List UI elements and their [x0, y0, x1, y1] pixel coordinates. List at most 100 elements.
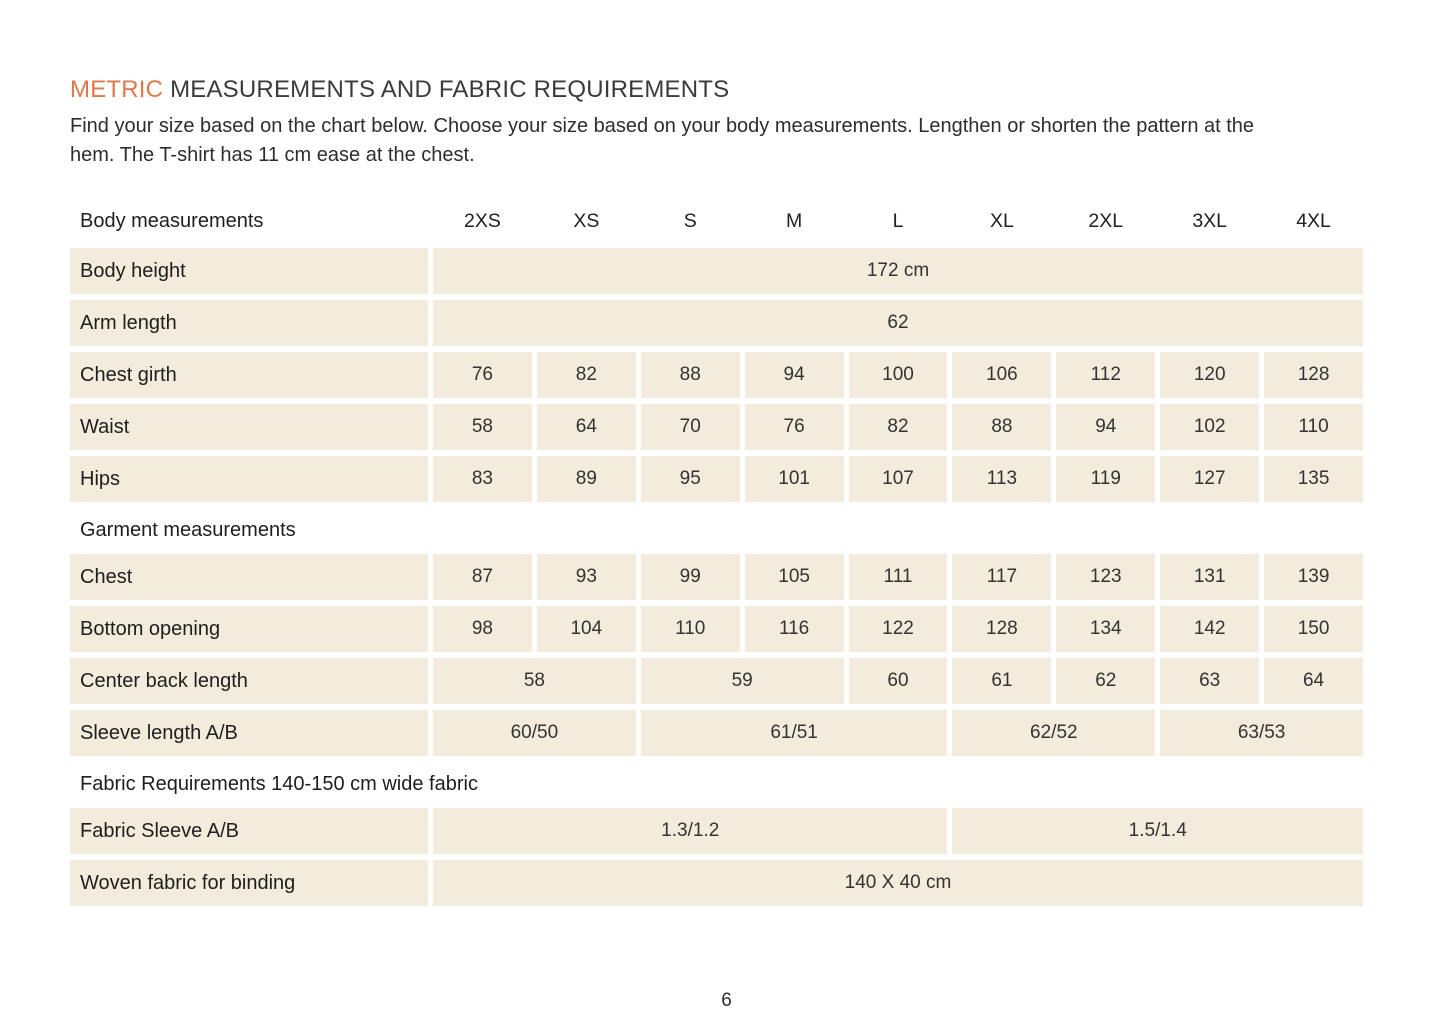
table-header-label: Body measurements: [80, 209, 264, 232]
value-cell: 101: [744, 456, 844, 502]
table-row: Body height 172 cm: [70, 248, 1363, 294]
size-column-header: XS: [573, 209, 600, 232]
value-cell: 76: [744, 404, 844, 450]
value-cell: 111: [848, 554, 948, 600]
value-cell: 120: [1160, 352, 1260, 398]
value-cell: 63: [1160, 658, 1260, 704]
size-column-header: 3XL: [1192, 209, 1228, 232]
size-column-header: M: [785, 209, 803, 232]
value-cell: 135: [1264, 456, 1363, 502]
value-cell: 127: [1160, 456, 1260, 502]
value-cell: 88: [952, 404, 1052, 450]
value-cell: 60: [848, 658, 948, 704]
section-heading: Fabric Requirements 140-150 cm wide fabr…: [80, 772, 478, 795]
table-row: Chest girth 76 82 88 94 100 106 112 120 128: [70, 352, 1363, 398]
value-cell: 94: [744, 352, 844, 398]
value-cell: 64: [1264, 658, 1363, 704]
row-label: Body height: [70, 248, 428, 294]
row-label: Bottom opening: [70, 606, 428, 652]
value-cell: 89: [536, 456, 636, 502]
size-column-header: S: [683, 209, 697, 232]
size-column-header: 2XL: [1088, 209, 1124, 232]
value-cell: 88: [640, 352, 740, 398]
value-cell: 58: [433, 658, 636, 704]
value-cell: 106: [952, 352, 1052, 398]
value-cell: 70: [640, 404, 740, 450]
size-column-header: L: [892, 209, 904, 232]
table-row: Chest 87 93 99 105 111 117 123 131 139: [70, 554, 1363, 600]
page-title: METRIC MEASUREMENTS AND FABRIC REQUIREME…: [70, 76, 1365, 104]
value-cell: 1.3/1.2: [433, 808, 948, 854]
value-cell: 107: [848, 456, 948, 502]
row-label: Arm length: [70, 300, 428, 346]
value-cell: 94: [1056, 404, 1156, 450]
value-cell: 140 X 40 cm: [433, 860, 1363, 906]
value-cell: 60/50: [433, 710, 636, 756]
value-cell: 122: [848, 606, 948, 652]
row-label: Fabric Sleeve A/B: [70, 808, 428, 854]
value-cell: 62: [433, 300, 1363, 346]
value-cell: 83: [433, 456, 532, 502]
value-cell: 117: [952, 554, 1052, 600]
value-cell: 62: [1056, 658, 1156, 704]
title-rest: MEASUREMENTS AND FABRIC REQUIREMENTS: [163, 76, 730, 103]
value-cell: 142: [1160, 606, 1260, 652]
value-cell: 119: [1056, 456, 1156, 502]
value-cell: 61: [952, 658, 1052, 704]
value-cell: 102: [1160, 404, 1260, 450]
table-body: Body height 172 cm Arm length 62 Chest girth…: [70, 248, 1363, 906]
page-number: 6: [721, 990, 732, 1011]
value-cell: 128: [952, 606, 1052, 652]
section-heading: Garment measurements: [80, 518, 296, 541]
value-cell: 93: [536, 554, 636, 600]
value-cell: 99: [640, 554, 740, 600]
title-highlight: METRIC: [70, 76, 164, 103]
table-row: Hips 83 89 95 101 107 113 119 127 135: [70, 456, 1363, 502]
table-row: Sleeve length A/B 60/50 61/51 62/52 63/53: [70, 710, 1363, 756]
value-cell: 123: [1056, 554, 1156, 600]
table-row: Waist 58 64 70 76 82 88 94 102 110: [70, 404, 1363, 450]
row-label: Waist: [70, 404, 428, 450]
value-cell: 95: [640, 456, 740, 502]
value-cell: 128: [1264, 352, 1363, 398]
value-cell: 104: [536, 606, 636, 652]
value-cell: 82: [848, 404, 948, 450]
document-page: METRIC MEASUREMENTS AND FABRIC REQUIREME…: [70, 76, 1365, 912]
value-cell: 61/51: [640, 710, 948, 756]
value-cell: 110: [640, 606, 740, 652]
value-cell: 58: [433, 404, 532, 450]
table-row: Fabric Sleeve A/B 1.3/1.2 1.5/1.4: [70, 808, 1363, 854]
table-row: Bottom opening 98 104 110 116 122 128 134 142 150: [70, 606, 1363, 652]
table-header-row: Body measurements 2XS XS S M L XL 2XL 3XL 4XL: [70, 204, 1363, 238]
value-cell: 150: [1264, 606, 1363, 652]
row-label: Chest: [70, 554, 428, 600]
value-cell: 172 cm: [433, 248, 1363, 294]
value-cell: 105: [744, 554, 844, 600]
value-cell: 1.5/1.4: [952, 808, 1363, 854]
value-cell: 98: [433, 606, 532, 652]
value-cell: 100: [848, 352, 948, 398]
size-chart-table: Body measurements 2XS XS S M L XL 2XL 3XL 4XL Bo…: [70, 204, 1363, 906]
value-cell: 134: [1056, 606, 1156, 652]
intro-text: Find your size based on the chart below.…: [70, 115, 1255, 166]
row-label: Sleeve length A/B: [70, 710, 428, 756]
row-label: Hips: [70, 456, 428, 502]
value-cell: 87: [433, 554, 532, 600]
value-cell: 139: [1264, 554, 1363, 600]
value-cell: 113: [952, 456, 1052, 502]
value-cell: 63/53: [1160, 710, 1363, 756]
row-label: Chest girth: [70, 352, 428, 398]
value-cell: 59: [640, 658, 844, 704]
size-column-header: 2XS: [464, 209, 501, 232]
value-cell: 62/52: [952, 710, 1156, 756]
size-column-header: 4XL: [1296, 209, 1331, 232]
row-label: Woven fabric for binding: [70, 860, 428, 906]
table-row: Woven fabric for binding 140 X 40 cm: [70, 860, 1363, 906]
value-cell: 116: [744, 606, 844, 652]
value-cell: 110: [1264, 404, 1363, 450]
row-label: Center back length: [70, 658, 428, 704]
value-cell: 82: [536, 352, 636, 398]
size-column-header: XL: [989, 209, 1014, 232]
value-cell: 76: [433, 352, 532, 398]
table-row: Arm length 62: [70, 300, 1363, 346]
